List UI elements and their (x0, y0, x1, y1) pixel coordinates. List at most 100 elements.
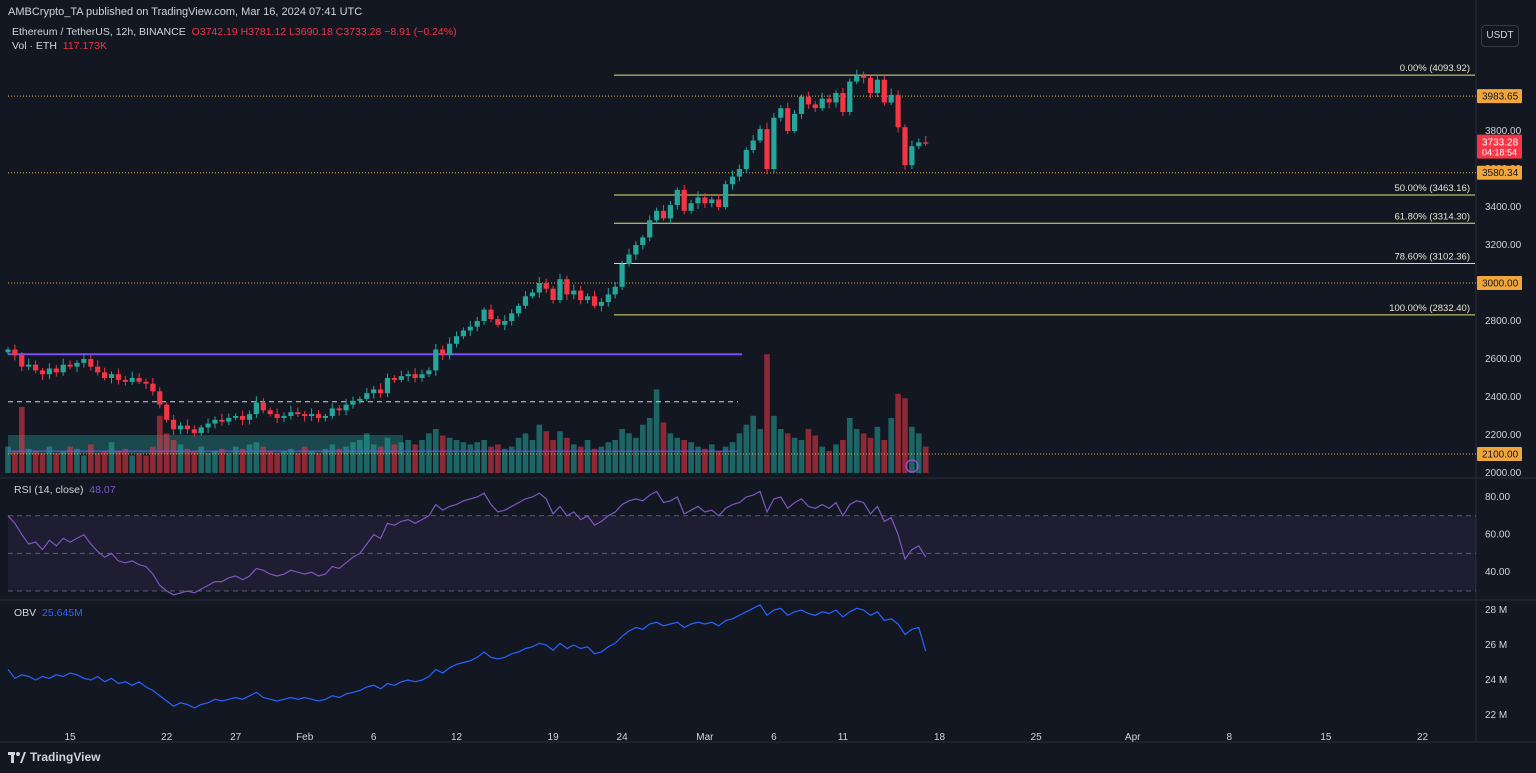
candle-body (916, 142, 922, 147)
candle-body (157, 391, 163, 405)
candle-body (736, 169, 742, 177)
volume-bar (902, 398, 908, 473)
volume-bar (212, 451, 218, 473)
volume-bar (219, 448, 225, 473)
candle-body (840, 93, 846, 112)
volume-bar (702, 448, 708, 473)
candle-body (108, 374, 115, 378)
candle-body (150, 383, 156, 392)
obv-label[interactable]: OBV (14, 607, 37, 619)
obv-tick-label: 22 M (1485, 710, 1507, 721)
candle-body (633, 245, 639, 255)
rsi-tick-label: 40.00 (1485, 567, 1510, 578)
tradingview-brand[interactable]: TradingView (8, 750, 100, 764)
candle-body (136, 378, 142, 382)
volume-bar (364, 433, 370, 473)
candle-body (805, 96, 811, 105)
candle-body (598, 302, 604, 306)
candle-body (226, 417, 232, 422)
symbol-pair[interactable]: Ethereum / TetherUS, 12h, BINANCE (12, 26, 186, 38)
level-badge (1477, 89, 1522, 104)
candle-body (295, 412, 301, 415)
date-tick-label: 25 (1031, 732, 1043, 743)
candle-body (667, 205, 673, 219)
price-tick-label: 2000.00 (1485, 468, 1522, 479)
candle-body (88, 359, 94, 367)
volume-bar (5, 446, 11, 473)
candle-body (81, 359, 87, 363)
publisher-header: AMBCrypto_TA published on TradingView.co… (8, 6, 363, 18)
volume-bar (847, 418, 853, 473)
candle-body (702, 197, 708, 204)
volume-label[interactable]: Vol · ETH (12, 40, 57, 52)
volume-bar (764, 354, 770, 473)
date-tick-label: 6 (771, 732, 777, 743)
candle-body (412, 374, 418, 378)
candle-body (674, 189, 680, 206)
candle-body (460, 330, 466, 337)
volume-bar (453, 440, 460, 473)
candle-body (564, 279, 570, 295)
volume-bar (881, 440, 888, 473)
candle-body (33, 364, 39, 371)
candle-body (536, 283, 542, 293)
candle-body (267, 410, 273, 415)
volume-bar (122, 448, 129, 473)
candle-body (681, 189, 687, 211)
volume-bar (260, 446, 267, 473)
volume-bar (577, 446, 584, 473)
candle-body (67, 364, 73, 367)
fib-level-label: 100.00% (2832.40) (1389, 303, 1470, 314)
volume-bar (419, 440, 425, 473)
volume-bar (571, 444, 577, 473)
flash-event-icon (905, 459, 919, 473)
candle-body (529, 292, 535, 297)
volume-bar (329, 444, 336, 473)
candle-body (654, 210, 660, 221)
volume-bar (895, 393, 901, 473)
volume-bar (626, 433, 632, 473)
candle-body (522, 296, 529, 306)
brand-name: TradingView (30, 750, 101, 764)
current-price-label: 3733.28 (1482, 138, 1519, 149)
volume-bar (191, 451, 198, 473)
obv-tick-label: 28 M (1485, 605, 1507, 616)
date-tick-label: 19 (548, 732, 560, 743)
volume-bar (771, 415, 777, 473)
volume-bar (784, 433, 791, 473)
rsi-label[interactable]: RSI (14, close) (14, 484, 84, 496)
candle-body (336, 408, 342, 411)
rsi-tick-label: 60.00 (1485, 530, 1510, 541)
volume-bar (12, 451, 18, 473)
volume-bar (391, 444, 398, 473)
candle-body (281, 416, 287, 418)
volume-bar (916, 433, 922, 473)
volume-bar (32, 451, 39, 473)
candle-body (888, 94, 894, 103)
candle-body (729, 176, 736, 185)
volume-bar (267, 451, 273, 473)
volume-bar (384, 437, 391, 473)
date-tick-label: 18 (934, 732, 946, 743)
volume-bar (157, 415, 163, 473)
price-tick-label: 3200.00 (1485, 240, 1522, 251)
currency-button[interactable]: USDT (1481, 25, 1519, 47)
volume-bar (308, 451, 315, 473)
candle-body (391, 378, 397, 380)
price-tick-label: 3800.00 (1485, 126, 1522, 137)
price-tick-label: 2600.00 (1485, 354, 1522, 365)
volume-bar (315, 453, 322, 473)
volume-bar (591, 448, 598, 473)
volume-bar (633, 437, 639, 473)
candle-body (881, 79, 887, 103)
volume-bar (19, 407, 25, 473)
candle-body (19, 355, 25, 367)
candle-body (585, 296, 591, 301)
volume-bar (550, 440, 556, 473)
volume-bar (612, 440, 618, 473)
volume-bar (688, 442, 694, 473)
candle-body (605, 294, 611, 302)
candle-body (695, 197, 701, 204)
candle-body (771, 117, 777, 169)
